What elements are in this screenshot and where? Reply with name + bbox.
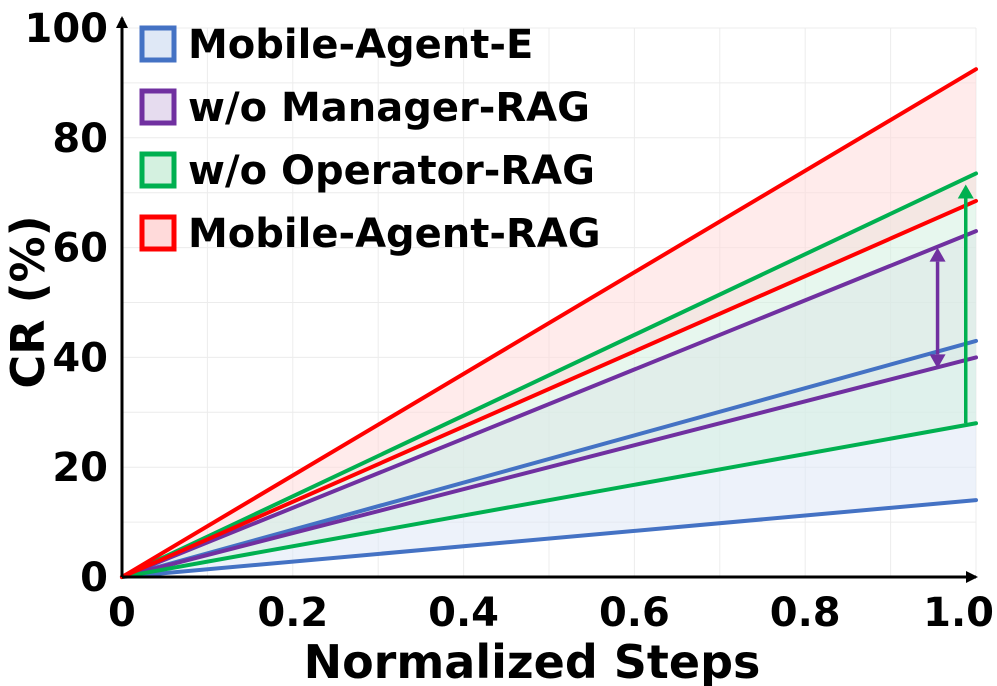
- legend-label-w-o-operator-rag: w/o Operator-RAG: [188, 148, 595, 194]
- legend-label-mobile-agent-rag: Mobile-Agent-RAG: [188, 211, 601, 257]
- legend-swatch-mobile-agent-e: [139, 25, 177, 63]
- arrow-head-top-0: [929, 247, 946, 262]
- line-upper-mobile-agent-rag: [120, 67, 978, 579]
- x-axis-title: Normalized Steps: [304, 635, 761, 686]
- y-tick-label: 20: [52, 445, 108, 491]
- y-tick-label: 0: [80, 555, 108, 601]
- annotations: [929, 184, 974, 424]
- y-tick-label: 60: [52, 226, 108, 272]
- legend-swatch-mobile-agent-rag: [139, 214, 177, 252]
- arrow-head-bottom-0: [929, 354, 946, 369]
- series-lines: [120, 67, 978, 579]
- line-lower-mobile-agent-rag: [120, 198, 978, 579]
- x-tick-label: 0.2: [257, 590, 328, 636]
- line-upper-mobile-agent-e: [120, 338, 978, 579]
- y-tick-label: 80: [52, 116, 108, 162]
- x-tick-label: 0: [108, 590, 136, 636]
- y-axis-title: CR (%): [1, 215, 55, 388]
- legend-swatch-w-o-operator-rag: [139, 151, 177, 189]
- line-upper-w-o-operator-rag: [120, 171, 978, 579]
- x-tick-label: 0.6: [599, 590, 670, 636]
- arrow-head-top-1: [957, 184, 974, 199]
- legend-swatch-w-o-manager-rag: [139, 88, 177, 126]
- line-lower-w-o-manager-rag: [120, 355, 978, 579]
- x-tick-label: 0.8: [770, 590, 841, 636]
- legend-label-w-o-manager-rag: w/o Manager-RAG: [188, 85, 590, 131]
- y-tick-label: 100: [25, 6, 109, 52]
- x-tick-label: 1.0: [923, 590, 994, 636]
- legend-label-mobile-agent-e: Mobile-Agent-E: [188, 22, 533, 68]
- line-upper-w-o-manager-rag: [120, 229, 978, 579]
- legend: Mobile-Agent-E w/o Manager-RAG w/o Operato…: [139, 22, 601, 257]
- axes: [116, 16, 978, 583]
- line-lower-w-o-operator-rag: [120, 421, 978, 579]
- x-tick-label: 0.4: [428, 590, 499, 636]
- line-lower-mobile-agent-e: [120, 498, 978, 579]
- y-tick-label: 40: [52, 335, 108, 381]
- tick-labels: 0 0.2 0.4 0.6 0.8 1.0 0 20 40 60 80 100: [25, 6, 995, 636]
